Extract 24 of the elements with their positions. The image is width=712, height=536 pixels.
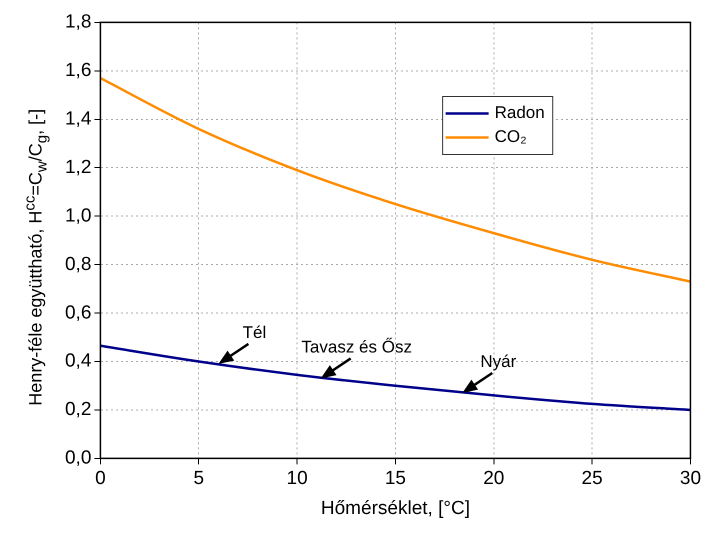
x-tick-label: 15 <box>384 468 406 490</box>
annotation: Tavasz és Ősz <box>301 338 412 357</box>
y-tick-label: 0,8 <box>64 254 92 275</box>
annotation: Tél <box>242 323 266 342</box>
line-series <box>100 76 690 283</box>
y-tick-label: 0,4 <box>64 350 92 372</box>
y-tick-label: 0,0 <box>64 448 92 469</box>
x-tick-label: 25 <box>582 468 603 490</box>
x-tick-label: 10 <box>286 468 308 490</box>
x-tick-label: 30 <box>680 468 702 490</box>
y-tick-label: 0,6 <box>64 302 92 324</box>
legend-label: Radon <box>494 103 545 122</box>
x-tick-label: 0 <box>95 468 106 490</box>
y-tick-label: 1,6 <box>64 60 92 82</box>
y-tick-label: 0,2 <box>64 399 92 420</box>
annotation: Nyár <box>480 352 517 372</box>
x-tick-label: 20 <box>483 468 504 490</box>
x-tick-label: 5 <box>193 468 204 490</box>
y-tick-label: 1,4 <box>64 108 92 130</box>
y-tick-label: 1,8 <box>64 12 92 33</box>
y-tick-label: 1,0 <box>64 205 92 226</box>
x-axis-title: Hőmérséklet, [°C] <box>320 498 470 519</box>
y-tick-label: 1,2 <box>64 156 92 178</box>
legend-label: CO₂ <box>494 127 527 146</box>
